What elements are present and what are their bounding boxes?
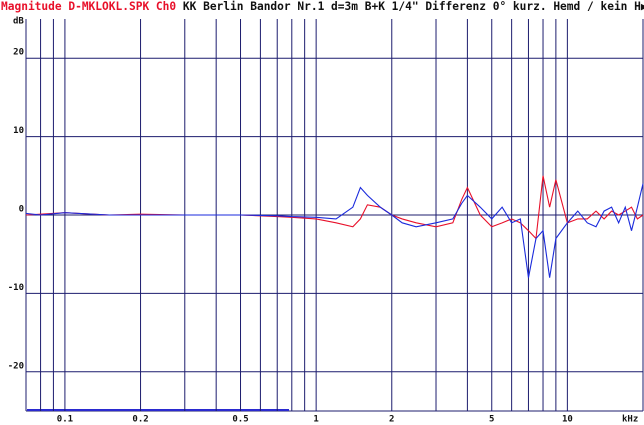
x-tick-label: 5 (489, 415, 494, 425)
chart-header: Magnitude D-MKLOKL.SPK Ch0 KK Berlin Ban… (1, 0, 644, 13)
series-line (25, 175, 644, 240)
x-tick-label: 10 (562, 415, 573, 425)
y-tick-label: -10 (8, 283, 24, 293)
series-line (25, 183, 644, 278)
y-tick-label: -20 (8, 361, 24, 371)
y-tick-label: 0 (19, 205, 24, 215)
y-axis-label: dB (13, 17, 24, 27)
y-tick-label: 10 (13, 126, 24, 136)
x-tick-label: 0.2 (132, 415, 148, 425)
x-tick-label: 1 (313, 415, 318, 425)
x-tick-label: 0.5 (232, 415, 248, 425)
x-axis-label: kHz (622, 415, 638, 425)
x-tick-label: 2 (389, 415, 394, 425)
y-tick-label: 20 (13, 48, 24, 58)
x-tick-label: 0.1 (57, 415, 73, 425)
chart-title: Magnitude D-MKLOKL.SPK Ch0 (1, 0, 176, 13)
scroll-bar (27, 409, 289, 411)
chart-subtitle: KK Berlin Bandor Nr.1 d=3m B+K 1/4" Diff… (183, 0, 644, 13)
